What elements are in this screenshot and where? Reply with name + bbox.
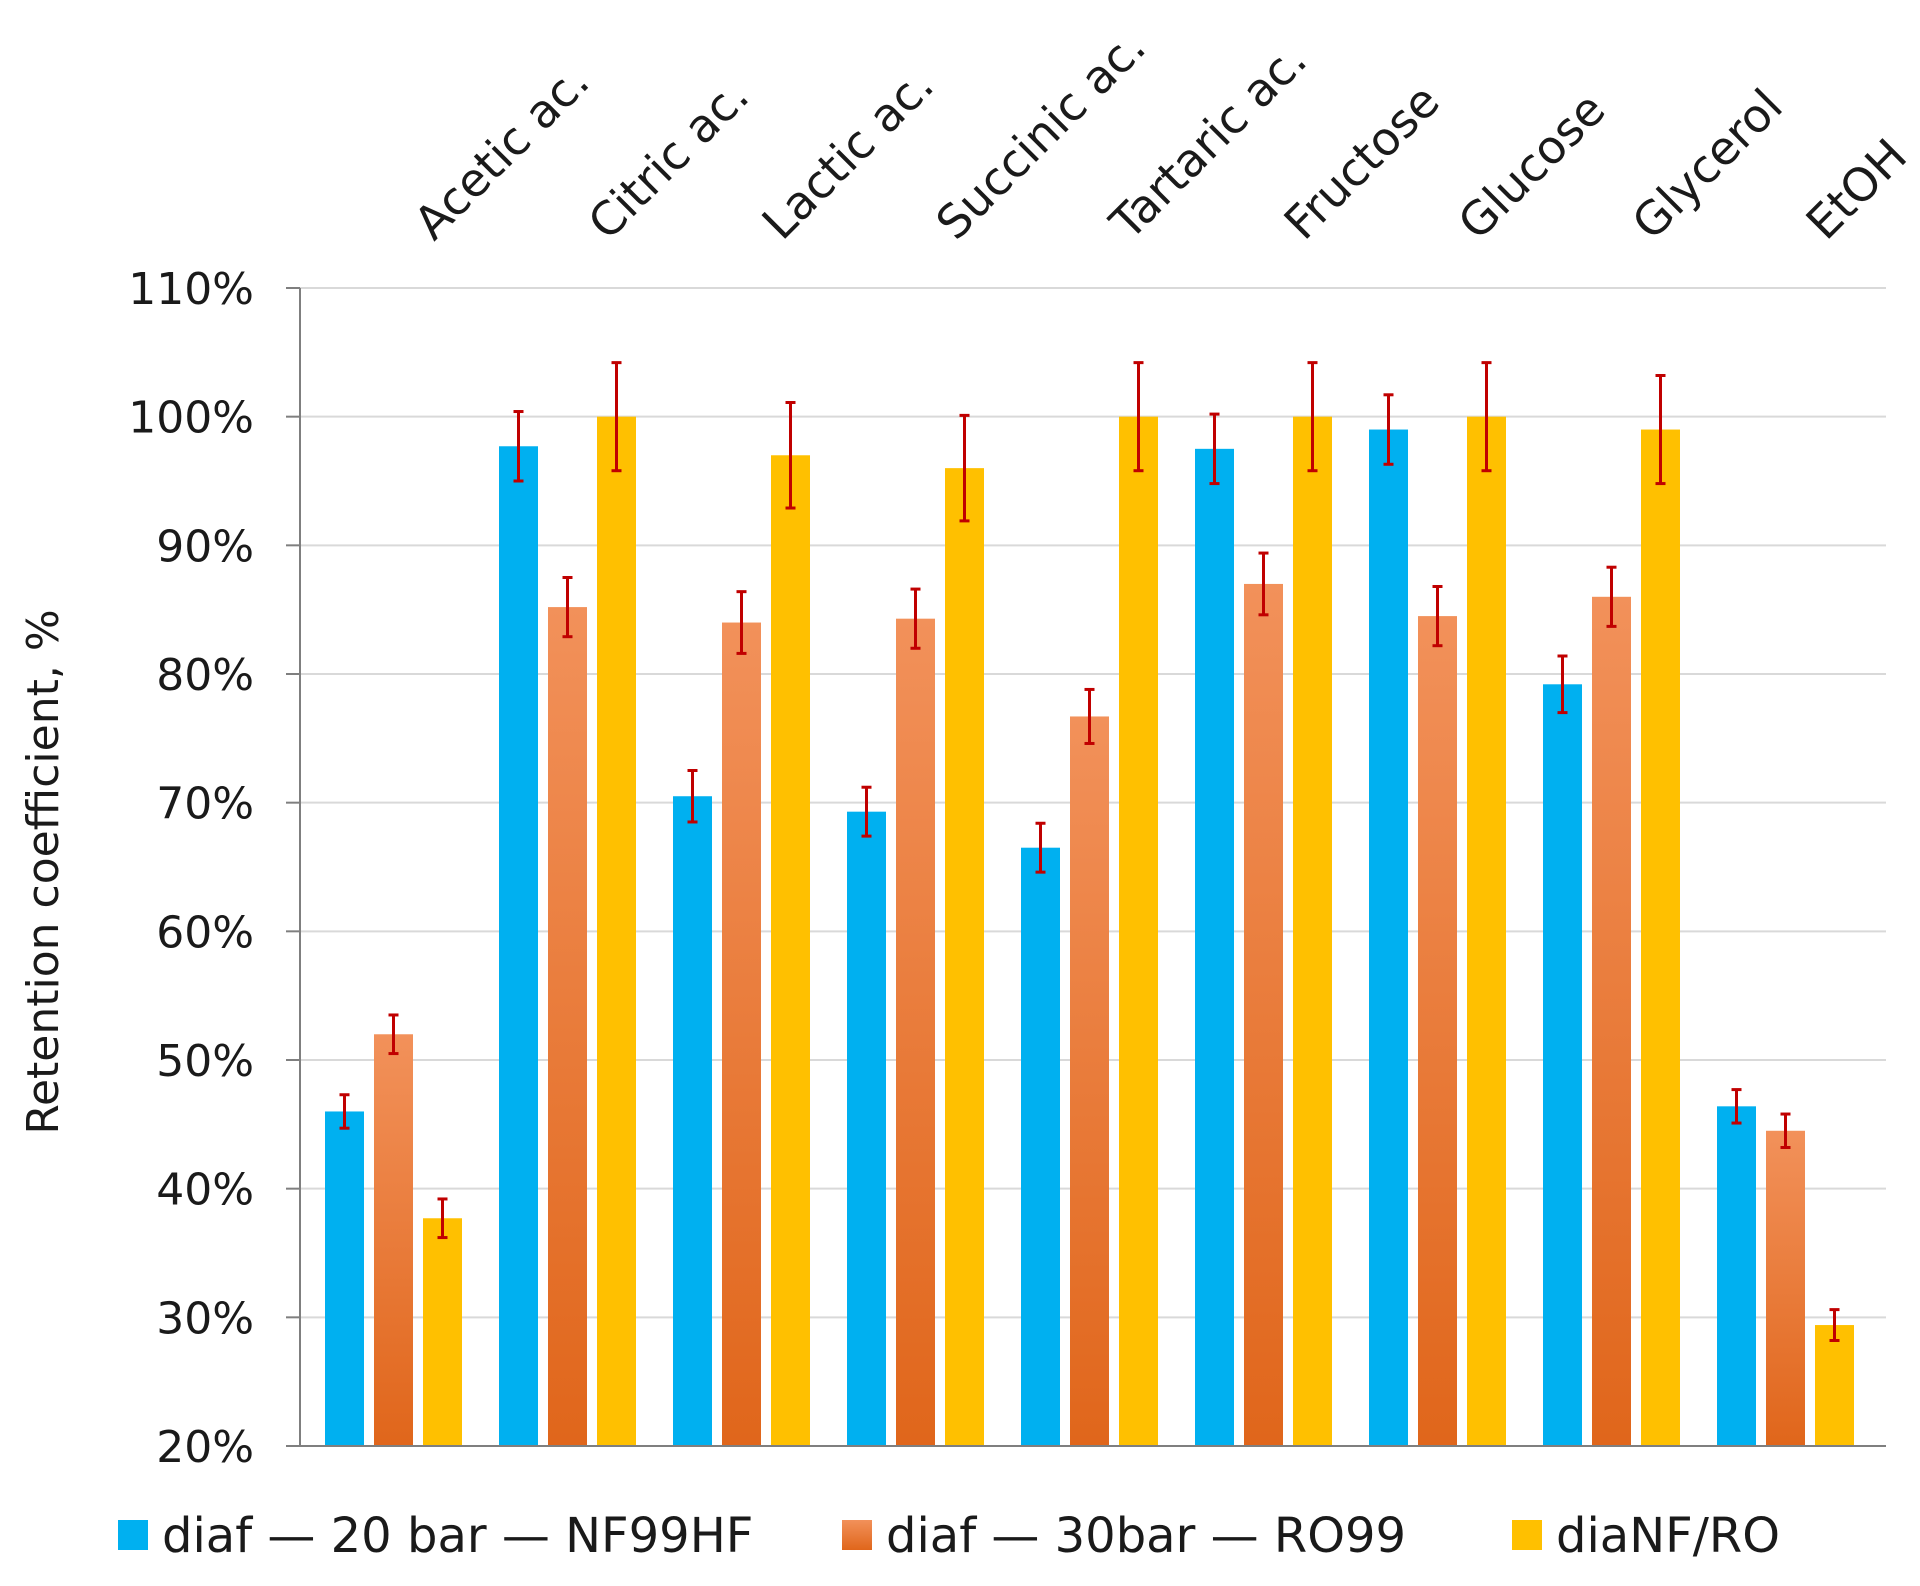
category-label: Glycerol — [1622, 79, 1793, 250]
y-tick-label: 60% — [156, 907, 254, 958]
bar — [1766, 1130, 1805, 1446]
category-label: Citric ac. — [578, 68, 759, 249]
bar — [1070, 716, 1109, 1446]
legend-swatch — [1512, 1520, 1542, 1550]
y-tick-label: 30% — [156, 1293, 254, 1344]
y-tick-label: 100% — [128, 393, 254, 444]
error-bars — [339, 361, 1840, 1342]
legend-label: diaf — 30bar — RO99 — [886, 1508, 1406, 1564]
bar — [1815, 1325, 1854, 1446]
legend-label: diaNF/RO — [1556, 1508, 1780, 1564]
bar — [1467, 416, 1506, 1447]
y-tick-label: 70% — [156, 779, 254, 830]
y-axis: 20% 30% 40% 50% 60% 70% 80% 90% 100% 110% — [128, 264, 301, 1473]
category-label: Fructose — [1274, 74, 1450, 250]
bar — [1195, 448, 1234, 1446]
bar — [771, 455, 810, 1446]
bar — [1369, 429, 1408, 1446]
y-tick-label: 40% — [156, 1165, 254, 1216]
bar — [325, 1111, 364, 1446]
bar — [673, 796, 712, 1446]
bar — [548, 607, 587, 1446]
bar — [1543, 684, 1582, 1446]
legend-swatch — [118, 1520, 148, 1550]
category-label: EtOH — [1796, 128, 1918, 250]
bar — [1244, 583, 1283, 1446]
legend-label: diaf — 20 bar — NF99HF — [162, 1508, 753, 1564]
bars — [325, 416, 1854, 1447]
bar — [597, 416, 636, 1447]
legend-swatch — [842, 1520, 872, 1550]
bar — [1717, 1106, 1756, 1446]
y-axis-title: Retention coefficient, % — [18, 609, 69, 1134]
bar — [896, 618, 935, 1446]
y-tick-label: 80% — [156, 650, 254, 701]
y-tick-label: 20% — [156, 1422, 254, 1473]
bar — [1021, 847, 1060, 1446]
category-label: Lactic ac. — [752, 57, 944, 249]
category-label: Glucose — [1448, 82, 1616, 250]
bar — [1119, 416, 1158, 1447]
bar — [1592, 596, 1631, 1446]
bar — [722, 622, 761, 1446]
y-tick-label: 50% — [156, 1036, 254, 1087]
bar — [499, 446, 538, 1446]
bar — [1293, 416, 1332, 1447]
bar — [423, 1218, 462, 1446]
category-labels: Acetic ac.Citric ac.Lactic ac.Succinic a… — [404, 19, 1918, 250]
bar — [847, 811, 886, 1446]
y-tick-label: 90% — [156, 521, 254, 572]
legend: diaf — 20 bar — NF99HF diaf — 30bar — RO9… — [118, 1508, 1780, 1564]
bar — [945, 468, 984, 1447]
bar — [1641, 429, 1680, 1446]
bar — [1418, 616, 1457, 1446]
bar — [374, 1034, 413, 1446]
category-label: Acetic ac. — [404, 54, 600, 250]
y-tick-label: 110% — [128, 264, 254, 315]
